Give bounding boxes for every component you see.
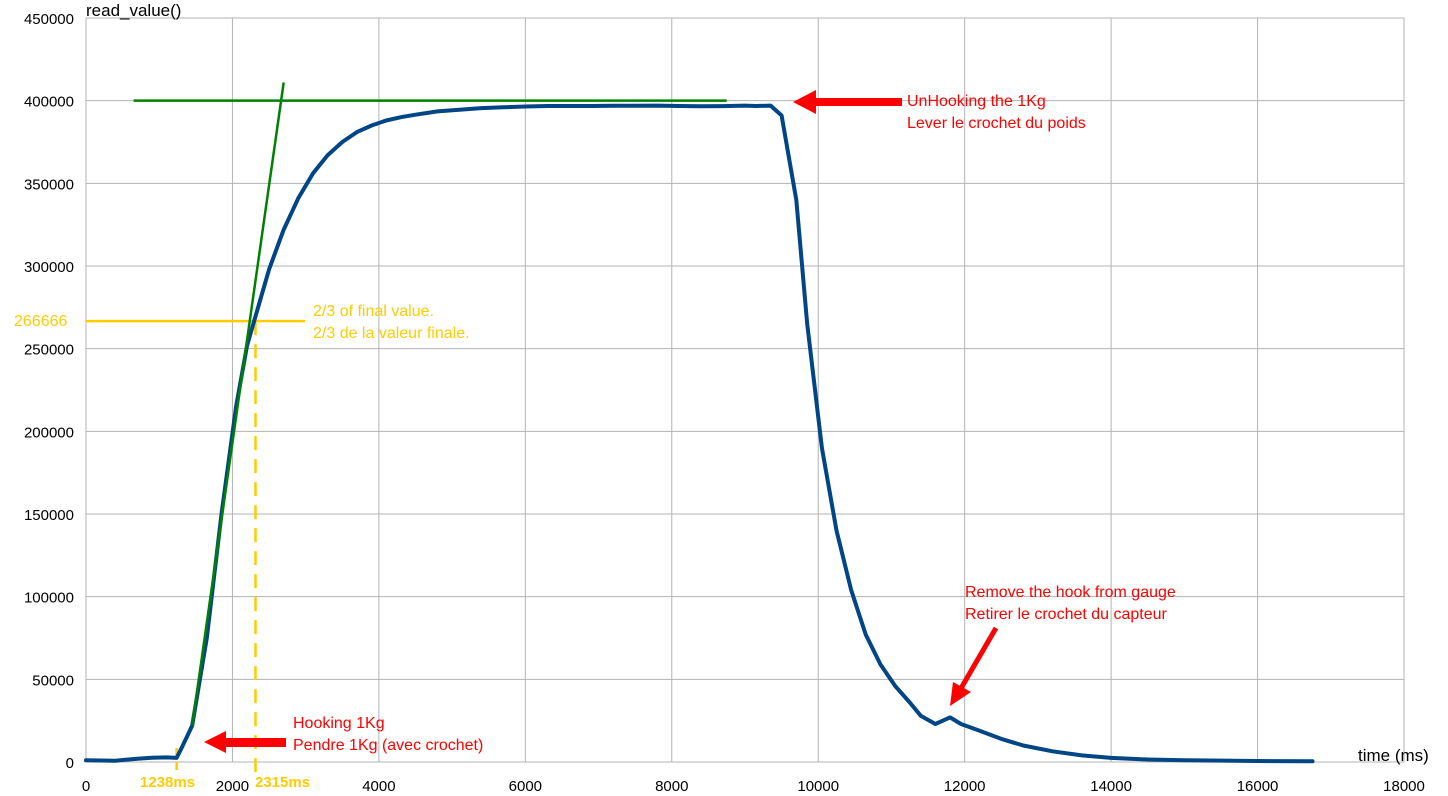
x-tick-label: 2000 bbox=[216, 778, 249, 795]
unhooking-text-fr: Lever le crochet du poids bbox=[907, 115, 1086, 132]
start-time-label: 1238ms bbox=[140, 774, 195, 791]
y-tick-label: 250000 bbox=[24, 342, 74, 359]
remove-arrow-icon bbox=[950, 626, 999, 706]
hooking-arrow-icon bbox=[204, 731, 286, 753]
x-tick-label: 14000 bbox=[1090, 778, 1132, 795]
x-tick-label: 0 bbox=[82, 778, 90, 795]
x-tick-label: 8000 bbox=[655, 778, 688, 795]
y-tick-label: 50000 bbox=[32, 672, 74, 689]
y-tick-label: 0 bbox=[66, 755, 74, 772]
series-group bbox=[84, 82, 1315, 764]
x-axis-ticks: 0 2000 4000 6000 8000 10000 12000 14000 16000 180… bbox=[82, 778, 1425, 795]
y-tick-label: 100000 bbox=[24, 590, 74, 607]
unhooking-arrow-icon bbox=[793, 90, 902, 114]
y-axis-label: read_value() bbox=[86, 1, 181, 20]
x-tick-label: 6000 bbox=[509, 778, 542, 795]
two-thirds-text-fr: 2/3 de la valeur finale. bbox=[313, 325, 470, 342]
remove-text-en: Remove the hook from gauge bbox=[965, 584, 1176, 601]
y-tick-label: 400000 bbox=[24, 94, 74, 111]
y-tick-label: 150000 bbox=[24, 507, 74, 524]
x-tick-label: 10000 bbox=[797, 778, 839, 795]
tangent-line bbox=[190, 82, 285, 726]
hooking-text-fr: Pendre 1Kg (avec crochet) bbox=[293, 737, 483, 754]
x-tick-label: 12000 bbox=[944, 778, 986, 795]
x-tick-label: 18000 bbox=[1383, 778, 1425, 795]
grid-lines bbox=[85, 17, 1405, 763]
remove-text-fr: Retirer le crochet du capteur bbox=[965, 606, 1168, 623]
tau-time-label: 2315ms bbox=[255, 774, 310, 791]
unhooking-text-en: UnHooking the 1Kg bbox=[907, 93, 1046, 110]
two-thirds-value-label: 266666 bbox=[14, 313, 67, 330]
series-line bbox=[84, 103, 1315, 764]
x-axis-label: time (ms) bbox=[1358, 746, 1429, 765]
y-tick-label: 350000 bbox=[24, 176, 74, 193]
y-tick-label: 450000 bbox=[24, 11, 74, 28]
two-thirds-text-en: 2/3 of final value. bbox=[313, 303, 434, 320]
x-tick-label: 16000 bbox=[1237, 778, 1279, 795]
hooking-text-en: Hooking 1Kg bbox=[293, 715, 385, 732]
y-tick-label: 200000 bbox=[24, 424, 74, 441]
x-tick-label: 4000 bbox=[362, 778, 395, 795]
helper-lines bbox=[86, 99, 727, 774]
y-axis-ticks: 0 50000 100000 150000 200000 250000 300000 3500… bbox=[24, 11, 74, 772]
y-tick-label: 300000 bbox=[24, 259, 74, 276]
